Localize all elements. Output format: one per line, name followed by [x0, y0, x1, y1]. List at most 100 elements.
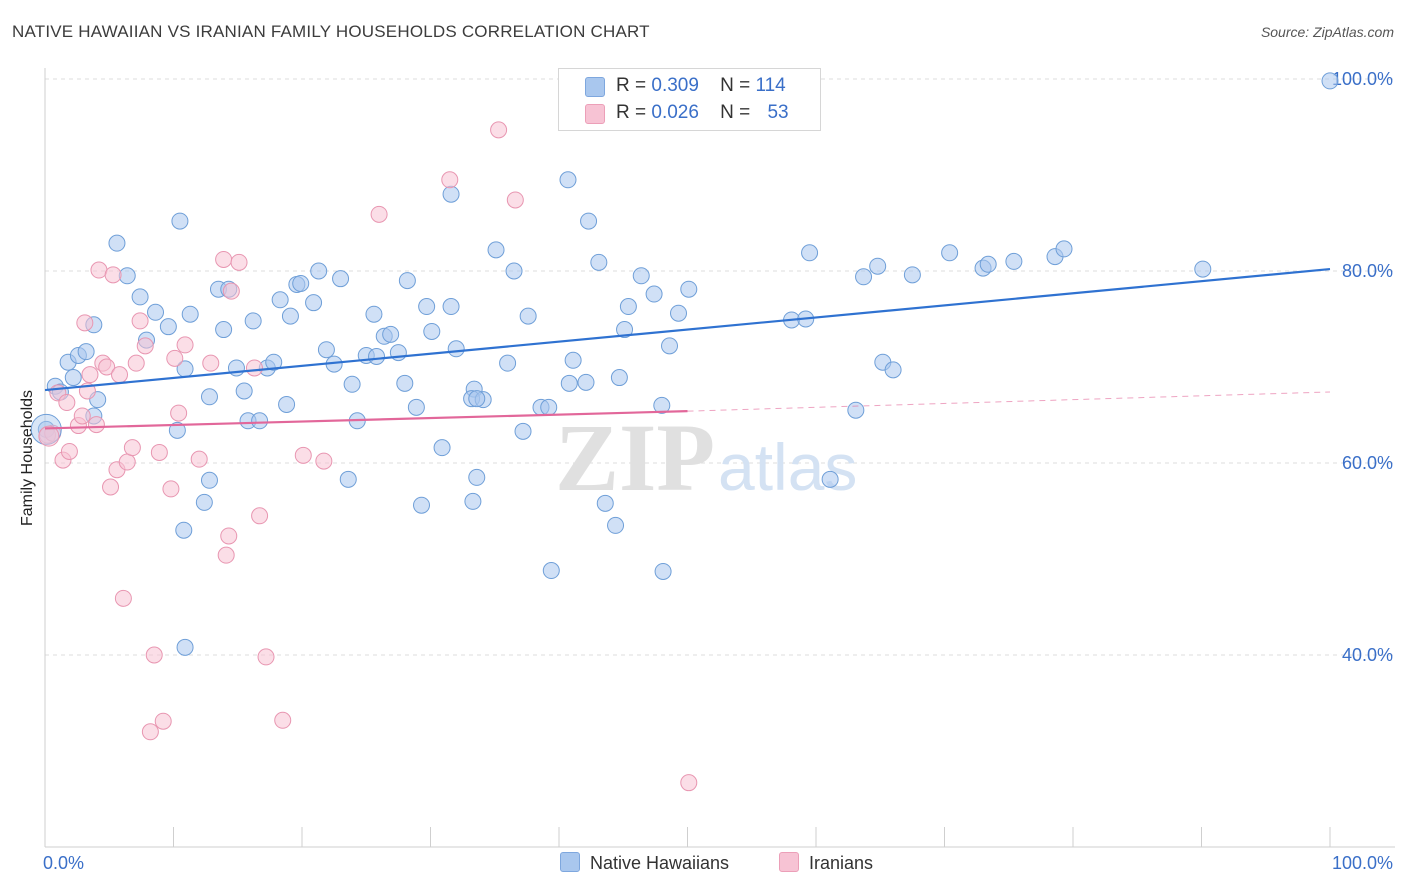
data-point: [281, 307, 299, 325]
data-point: [73, 407, 91, 425]
legend-n-label: N =: [720, 102, 751, 123]
data-point: [869, 257, 887, 275]
data-point: [1005, 252, 1023, 270]
data-point: [123, 439, 141, 457]
data-point: [244, 312, 262, 330]
data-point: [162, 480, 180, 498]
data-point: [1055, 240, 1073, 258]
data-point: [215, 321, 233, 339]
data-point: [176, 638, 194, 656]
data-point: [653, 396, 671, 414]
data-point: [104, 266, 122, 284]
data-point: [215, 250, 233, 268]
data-point: [118, 267, 136, 285]
data-point: [645, 285, 663, 303]
data-point: [166, 349, 184, 367]
data-point: [680, 774, 698, 792]
data-point: [542, 562, 560, 580]
data-point: [661, 337, 679, 355]
data-point: [464, 492, 482, 510]
data-point: [365, 305, 383, 323]
series-points-native-hawaiians: [37, 72, 1339, 656]
trend-line-extension: [687, 391, 1331, 412]
data-point: [413, 496, 431, 514]
data-point: [442, 298, 460, 316]
series-name: Iranians: [809, 853, 874, 873]
data-point: [154, 712, 172, 730]
legend-n-value: 53: [767, 102, 789, 123]
data-point: [292, 274, 310, 292]
data-point: [423, 322, 441, 340]
data-point: [847, 401, 865, 419]
data-point: [855, 268, 873, 286]
data-point: [564, 351, 582, 369]
data-point: [607, 516, 625, 534]
data-point: [147, 303, 165, 321]
data-point: [884, 361, 902, 379]
data-point: [514, 422, 532, 440]
data-point: [332, 270, 350, 288]
data-point: [220, 527, 238, 545]
data-point: [181, 305, 199, 323]
data-point: [519, 307, 537, 325]
data-point: [577, 373, 595, 391]
legend-n-value: 114: [755, 75, 786, 96]
data-point: [632, 267, 650, 285]
series-legend-iranians: Iranians: [779, 852, 873, 874]
data-point: [38, 425, 60, 447]
data-point: [118, 453, 136, 471]
legend-r-label: R =: [616, 102, 647, 123]
data-point: [111, 366, 129, 384]
data-point: [398, 272, 416, 290]
data-point: [251, 507, 269, 525]
data-point: [619, 298, 637, 316]
data-point: [490, 121, 508, 139]
data-point: [87, 416, 105, 434]
data-point: [610, 369, 628, 387]
data-point: [580, 212, 598, 230]
chart-title: NATIVE HAWAIIAN VS IRANIAN FAMILY HOUSEH…: [12, 22, 650, 41]
data-point: [801, 244, 819, 262]
y-tick-label: 60.0%: [1342, 453, 1393, 473]
data-point: [680, 280, 698, 298]
data-point: [195, 493, 213, 511]
data-point: [222, 282, 240, 300]
data-point: [368, 347, 386, 365]
data-point: [235, 382, 253, 400]
data-point: [202, 354, 220, 372]
data-point: [560, 374, 578, 392]
trend-line: [44, 267, 1331, 392]
data-point: [171, 212, 189, 230]
data-point: [305, 294, 323, 312]
correlation-legend: R = 0.309 N = 114 R = 0.026 N = 53: [558, 68, 821, 131]
data-point: [382, 325, 400, 343]
watermark-zip: ZIP: [555, 404, 715, 511]
data-point: [77, 343, 95, 361]
data-point: [168, 421, 186, 439]
data-point: [418, 298, 436, 316]
series-swatch-native-hawaiians: [560, 852, 580, 872]
legend-r-label: R =: [616, 75, 647, 96]
trend-line: [44, 410, 688, 430]
data-point: [170, 404, 188, 422]
data-point: [131, 312, 149, 330]
data-point: [499, 354, 517, 372]
data-point: [441, 171, 459, 189]
x-tick-label: 100.0%: [1332, 853, 1393, 873]
data-point: [487, 241, 505, 259]
data-point: [150, 443, 168, 461]
data-point: [317, 341, 335, 359]
data-point: [294, 446, 312, 464]
data-point: [114, 589, 132, 607]
data-point: [979, 255, 997, 273]
data-point: [81, 366, 99, 384]
data-point: [590, 253, 608, 271]
data-point: [670, 304, 688, 322]
legend-r-value: 0.309: [651, 75, 699, 96]
series-swatch-iranians: [779, 852, 799, 872]
x-tick-label: 0.0%: [43, 853, 84, 873]
data-point: [200, 471, 218, 489]
data-point: [433, 439, 451, 457]
data-point: [396, 374, 414, 392]
